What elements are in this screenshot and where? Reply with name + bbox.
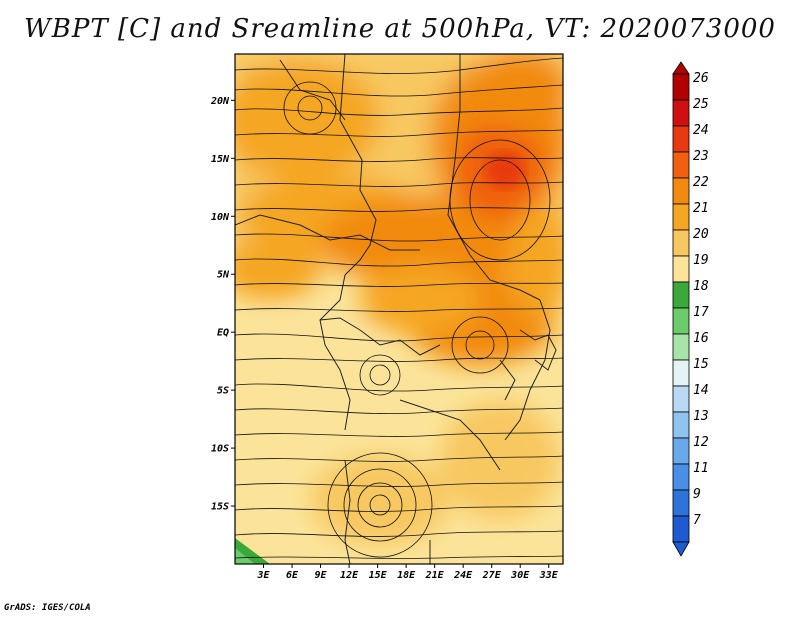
lat-tick-label: 10N	[211, 212, 230, 223]
colorbar-label: 16	[693, 331, 709, 346]
colorbar-swatch	[672, 99, 690, 127]
lon-tick-label: 33E	[539, 570, 559, 581]
colorbar-label: 21	[693, 201, 709, 216]
lon-tick-label: 24E	[453, 570, 473, 581]
latitude-axis: 20N 15N 10N 5N EQ 5S 10S 15S	[210, 96, 235, 513]
colorbar-label: 19	[693, 253, 709, 268]
streamlines	[235, 57, 563, 559]
colorbar-bottom-arrow	[672, 541, 690, 557]
colorbar-label: 24	[693, 123, 709, 138]
lon-tick-label: 12E	[340, 570, 359, 581]
colorbar: 26 25 24 23 22 21 20 19 18 17 16 15 14 13 12 11 9 7	[672, 61, 709, 557]
lon-tick-label: 3E	[256, 570, 270, 581]
colorbar-swatch	[672, 203, 690, 231]
credit-label: GrADS: IGES/COLA	[4, 603, 91, 613]
colorbar-swatch	[672, 281, 690, 309]
colorbar-label: 18	[693, 279, 709, 294]
colorbar-label: 25	[693, 97, 709, 112]
colorbar-label: 26	[693, 71, 709, 86]
colorbar-swatch	[672, 151, 690, 179]
colorbar-swatch	[672, 333, 690, 361]
lat-tick-label: 15S	[211, 502, 229, 513]
colorbar-swatch	[672, 515, 690, 543]
colorbar-label: 15	[693, 357, 709, 372]
longitude-axis: 3E 6E 9E 12E 15E 18E 21E 24E 27E 30E 33E	[256, 564, 559, 581]
colorbar-swatch	[672, 489, 690, 517]
colorbar-label: 14	[693, 383, 709, 398]
colorbar-swatch	[672, 229, 690, 257]
map-frame	[234, 53, 564, 565]
lon-tick-label: 30E	[510, 570, 530, 581]
lon-tick-label: 18E	[397, 570, 416, 581]
lon-tick-label: 27E	[482, 570, 502, 581]
lat-tick-label: 5N	[217, 270, 230, 281]
colorbar-swatch	[672, 255, 690, 283]
lon-tick-label: 6E	[286, 570, 299, 581]
colorbar-label: 17	[693, 305, 709, 320]
colorbar-label: 20	[693, 227, 709, 242]
colorbar-swatch	[672, 73, 690, 101]
colorbar-label: 9	[693, 487, 701, 502]
map-title: WBPT [C] and Sreamline at 500hPa, VT: 20…	[24, 14, 776, 44]
colorbar-swatch	[672, 125, 690, 153]
colorbar-label: 7	[693, 513, 701, 528]
colorbar-swatch	[672, 177, 690, 205]
lat-tick-label: EQ	[217, 328, 229, 339]
colorbar-label: 23	[693, 149, 709, 164]
lat-tick-label: 15N	[211, 154, 230, 165]
colorbar-swatch	[672, 411, 690, 439]
lon-tick-label: 9E	[315, 570, 328, 581]
colorbar-label: 13	[693, 409, 709, 424]
colorbar-swatch	[672, 359, 690, 387]
lon-tick-label: 21E	[425, 570, 445, 581]
lat-tick-label: 10S	[211, 444, 229, 455]
colorbar-swatch	[672, 307, 690, 335]
colorbar-label: 12	[693, 435, 709, 450]
lat-tick-label: 20N	[210, 96, 230, 107]
lon-tick-label: 15E	[369, 570, 388, 581]
colorbar-top-arrow	[672, 61, 690, 75]
colorbar-swatch	[672, 385, 690, 413]
colorbar-swatch	[672, 463, 690, 491]
colorbar-label: 11	[693, 461, 709, 476]
colorbar-swatch	[672, 437, 690, 465]
lat-tick-label: 5S	[217, 386, 229, 397]
colorbar-label: 22	[693, 175, 709, 190]
